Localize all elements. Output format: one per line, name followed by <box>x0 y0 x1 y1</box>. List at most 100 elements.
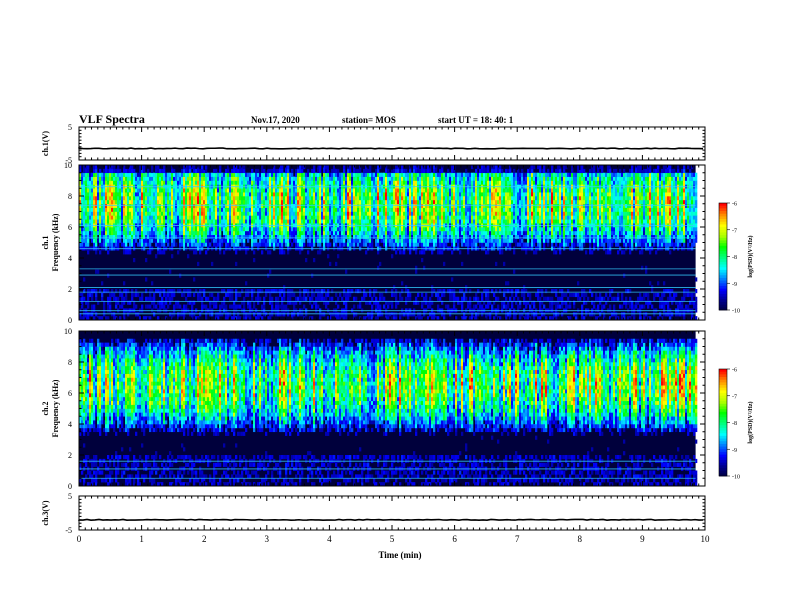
spectrogram-cell <box>401 219 404 224</box>
spectrogram-cell <box>271 192 274 197</box>
spectrogram-cell <box>233 215 236 220</box>
spectrogram-cell <box>251 215 254 220</box>
spectrogram-cell <box>387 180 390 185</box>
spectrogram-cell <box>233 176 236 181</box>
spectrogram-cell <box>419 230 422 236</box>
spectrogram-cell <box>171 203 174 208</box>
spectrogram-cell <box>147 250 150 255</box>
spectrogram-cell <box>339 215 342 220</box>
spectrogram-cell <box>97 215 100 220</box>
spectrogram-cell <box>179 234 182 239</box>
spectrogram-cell <box>217 296 220 301</box>
spectrogram-cell <box>197 192 200 197</box>
spectrogram-cell <box>275 289 278 294</box>
spectrogram-cell <box>193 168 196 174</box>
spectrogram-cell <box>437 196 440 201</box>
spectrogram-cell <box>89 192 92 197</box>
spectrogram-cell <box>89 207 92 212</box>
spectrogram-cell <box>317 296 320 301</box>
spectrogram-cell <box>303 203 306 208</box>
spectrogram-cell <box>249 289 252 294</box>
spectrogram-cell <box>87 180 90 185</box>
spectrogram-cell <box>127 230 130 236</box>
spectrogram-cell <box>445 172 448 177</box>
spectrogram-cell <box>107 289 110 294</box>
spectrogram-cell <box>309 215 312 220</box>
spectrogram-cell <box>115 300 118 305</box>
spectrogram-cell <box>251 292 254 298</box>
spectrogram-cell <box>165 219 168 224</box>
spectrogram-cell <box>333 196 336 201</box>
spectrogram-cell <box>433 203 436 208</box>
spectrogram-cell <box>377 192 380 197</box>
spectrogram-cell <box>87 292 90 298</box>
spectrogram-cell <box>277 219 280 224</box>
spectrogram-cell <box>185 242 188 247</box>
spectrogram-cell <box>281 238 284 243</box>
spectrogram-cell <box>113 172 116 177</box>
spectrogram-cell <box>413 199 416 205</box>
spectrogram-cell <box>409 199 412 205</box>
spectrogram-cell <box>203 234 206 239</box>
spectrogram-cell <box>379 203 382 208</box>
spectrogram-cell <box>345 304 348 309</box>
spectrogram-cell <box>453 176 456 181</box>
spectrogram-cell <box>357 180 360 185</box>
spectrogram-cell <box>235 172 238 177</box>
spectrogram-cell <box>207 203 210 208</box>
spectrogram-cell <box>315 176 318 181</box>
spectrogram-cell <box>269 192 272 197</box>
spectrogram-cell <box>369 192 372 197</box>
spectrogram-cell <box>83 277 86 282</box>
spectrogram-cell <box>105 211 108 216</box>
spectrogram-cell <box>373 234 376 239</box>
spectrogram-cell <box>357 188 360 193</box>
spectrogram-cell <box>403 219 406 224</box>
spectrogram-cell <box>191 215 194 220</box>
spectrogram-cell <box>357 304 360 309</box>
spectrogram-cell <box>209 188 212 193</box>
spectrogram-cell <box>91 188 94 193</box>
spectrogram-cell <box>329 172 332 177</box>
spectrogram-cell <box>131 196 134 201</box>
spectrogram-cell <box>313 188 316 193</box>
spectrogram-cell <box>315 300 318 305</box>
spectrogram-cell <box>215 211 218 216</box>
spectrogram-cell <box>327 176 330 181</box>
spectrogram-cell <box>213 180 216 185</box>
spectrogram-cell <box>309 300 312 305</box>
spectrogram-cell <box>207 180 210 185</box>
spectrogram-cell <box>325 172 328 177</box>
spectrogram-cell <box>169 269 172 274</box>
spectrogram-cell <box>301 176 304 181</box>
spectrogram-cell <box>423 188 426 193</box>
spectrogram-cell <box>183 207 186 212</box>
spectrogram-cell <box>85 238 88 243</box>
spectrogram-cell <box>423 203 426 208</box>
spectrogram-cell <box>347 168 350 174</box>
spectrogram-cell <box>127 192 130 197</box>
spectrogram-cell <box>165 227 168 232</box>
spectrogram-cell <box>241 230 244 236</box>
spectrogram-cell <box>99 180 102 185</box>
spectrogram-cell <box>391 180 394 185</box>
spectrogram-cell <box>239 215 242 220</box>
spectrogram-cell <box>441 180 444 185</box>
spectrogram-cell <box>121 300 124 305</box>
spectrogram-cell <box>341 238 344 243</box>
spectrogram-cell <box>83 230 86 236</box>
spectrogram-cell <box>275 312 278 317</box>
spectrogram-cell <box>79 196 82 201</box>
spectrogram-cell <box>343 211 346 216</box>
spectrogram-cell <box>233 238 236 243</box>
spectrogram-cell <box>151 234 154 239</box>
spectrogram-cell <box>285 192 288 197</box>
spectrogram-cell <box>449 227 452 232</box>
spectrogram-cell <box>341 199 344 205</box>
spectrogram-cell <box>445 238 448 243</box>
spectrogram-cell <box>305 203 308 208</box>
spectrogram-cell <box>275 219 278 224</box>
spectrogram-cell <box>79 219 82 224</box>
spectrogram-cell <box>377 203 380 208</box>
spectrogram-cell <box>83 234 86 239</box>
